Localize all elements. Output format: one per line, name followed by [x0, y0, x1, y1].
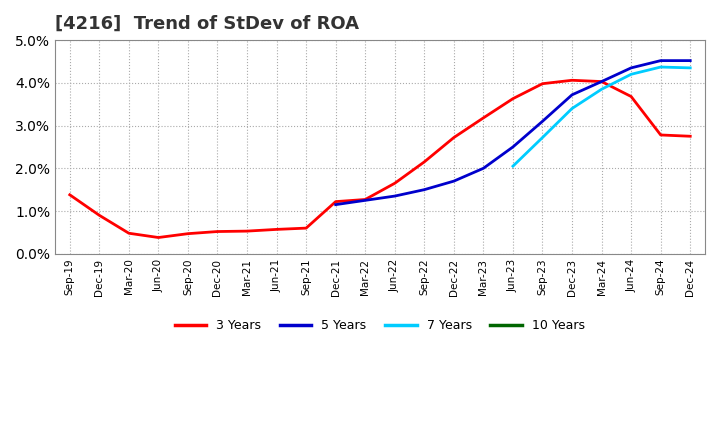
Line: 5 Years: 5 Years	[336, 61, 690, 205]
7 Years	[568, 106, 577, 111]
5 Years	[449, 179, 458, 184]
7 Years	[657, 64, 665, 70]
3 Years	[390, 180, 399, 186]
5 Years	[361, 198, 369, 203]
3 Years	[302, 225, 310, 231]
3 Years	[95, 213, 104, 218]
Line: 7 Years: 7 Years	[513, 67, 690, 166]
3 Years	[479, 115, 487, 121]
3 Years	[154, 235, 163, 240]
3 Years	[538, 81, 546, 86]
3 Years	[331, 199, 340, 204]
3 Years	[66, 192, 74, 198]
3 Years	[657, 132, 665, 138]
3 Years	[361, 197, 369, 202]
3 Years	[449, 135, 458, 140]
7 Years	[598, 87, 606, 92]
5 Years	[479, 165, 487, 171]
7 Years	[686, 65, 695, 70]
3 Years	[213, 229, 222, 234]
Legend: 3 Years, 5 Years, 7 Years, 10 Years: 3 Years, 5 Years, 7 Years, 10 Years	[170, 314, 590, 337]
3 Years	[627, 94, 636, 99]
5 Years	[598, 79, 606, 84]
5 Years	[686, 58, 695, 63]
3 Years	[598, 79, 606, 84]
7 Years	[508, 164, 517, 169]
Text: [4216]  Trend of StDev of ROA: [4216] Trend of StDev of ROA	[55, 15, 359, 33]
3 Years	[508, 96, 517, 101]
5 Years	[331, 202, 340, 207]
3 Years	[184, 231, 192, 236]
3 Years	[272, 227, 281, 232]
3 Years	[686, 134, 695, 139]
3 Years	[420, 159, 428, 165]
5 Years	[627, 65, 636, 70]
3 Years	[125, 231, 133, 236]
7 Years	[538, 135, 546, 140]
5 Years	[538, 119, 546, 124]
5 Years	[568, 92, 577, 97]
5 Years	[390, 194, 399, 199]
5 Years	[508, 144, 517, 150]
Line: 3 Years: 3 Years	[70, 80, 690, 238]
5 Years	[420, 187, 428, 192]
3 Years	[243, 228, 251, 234]
3 Years	[568, 77, 577, 83]
5 Years	[657, 58, 665, 63]
7 Years	[627, 72, 636, 77]
